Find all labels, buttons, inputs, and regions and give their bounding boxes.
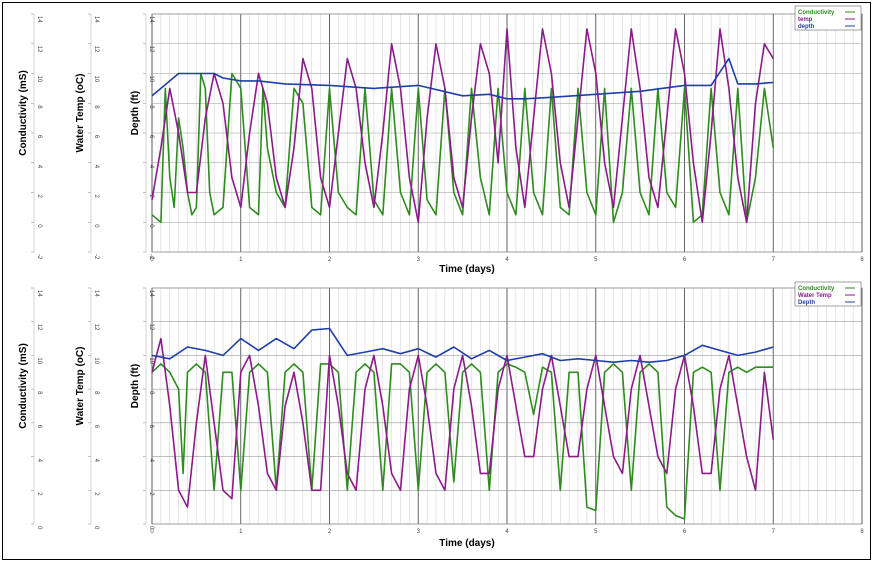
x-tick-label: 4 (505, 257, 509, 263)
y-axis-title: Conductivity (mS) (18, 343, 29, 429)
x-tick-label: 2 (328, 529, 332, 535)
legend-entry: temp (798, 17, 813, 23)
y-tick-label: 2 (36, 492, 42, 496)
y-tick-label: 4 (148, 459, 154, 463)
x-axis-title: Time (days) (439, 264, 494, 275)
y-tick-label: 6 (148, 135, 154, 139)
y-tick-label: 12 (93, 324, 99, 331)
y-tick-label: -2 (36, 254, 42, 260)
y-axis-title: Depth (ft) (130, 91, 141, 135)
y-tick-label: 10 (93, 357, 99, 364)
y-tick-label: 10 (148, 357, 154, 364)
x-tick-label: 6 (683, 257, 687, 263)
x-tick-label: 5 (594, 257, 598, 263)
y-tick-label: 10 (36, 76, 42, 83)
legend-entry: Water Temp (798, 293, 832, 299)
y-axis-title: Water Temp (oC) (75, 74, 86, 153)
x-axis-title: Time (days) (439, 538, 494, 549)
x-tick-label: 3 (417, 257, 421, 263)
x-tick-label: 6 (683, 529, 687, 535)
y-axis-title: Depth (ft) (130, 364, 141, 408)
y-tick-label: 8 (36, 105, 42, 109)
series-line-conductivity (151, 363, 774, 520)
y-tick-label: -2 (148, 254, 154, 260)
y-tick-label: 12 (36, 46, 42, 53)
y-tick-label: 14 (148, 290, 154, 297)
x-tick-label: 4 (505, 529, 509, 535)
y-tick-label: 6 (148, 425, 154, 429)
y-tick-label: 12 (148, 324, 154, 331)
x-tick-label: 5 (594, 529, 598, 535)
y-tick-label: 2 (36, 195, 42, 199)
y-axis-title: Conductivity (mS) (18, 70, 29, 156)
y-tick-label: 0 (148, 224, 154, 228)
y-tick-label: 8 (36, 391, 42, 395)
y-tick-label: 0 (36, 526, 42, 530)
y-tick-label: 12 (93, 46, 99, 53)
y-tick-label: 4 (148, 165, 154, 169)
series-line-temp (151, 337, 775, 508)
y-tick-label: 14 (36, 16, 42, 23)
y-tick-label: 14 (93, 16, 99, 23)
y-tick-label: 0 (148, 526, 154, 530)
y-tick-label: 6 (36, 135, 42, 139)
y-axis-title: Water Temp (oC) (75, 347, 86, 426)
y-tick-label: 6 (93, 425, 99, 429)
y-tick-label: 8 (148, 391, 154, 395)
y-tick-label: 12 (36, 324, 42, 331)
y-tick-label: 12 (148, 46, 154, 53)
y-tick-label: 14 (36, 290, 42, 297)
y-tick-label: 2 (93, 492, 99, 496)
series-line-depth (151, 57, 774, 100)
x-tick-label: 0 (150, 529, 154, 535)
y-tick-label: 8 (148, 105, 154, 109)
y-tick-label: 2 (93, 195, 99, 199)
x-tick-label: 7 (772, 257, 776, 263)
y-tick-label: 8 (93, 105, 99, 109)
y-tick-label: 6 (36, 425, 42, 429)
x-tick-label: 1 (239, 257, 243, 263)
y-tick-label: 2 (148, 492, 154, 496)
x-tick-label: 7 (772, 529, 776, 535)
x-tick-label: 8 (860, 529, 864, 535)
x-tick-label: 3 (417, 529, 421, 535)
y-tick-label: 2 (148, 195, 154, 199)
y-tick-label: 14 (93, 290, 99, 297)
x-tick-label: 2 (328, 257, 332, 263)
y-tick-label: 14 (148, 16, 154, 23)
x-tick-label: 1 (239, 529, 243, 535)
y-tick-label: 10 (93, 76, 99, 83)
legend-box (794, 5, 862, 31)
y-tick-label: 10 (36, 357, 42, 364)
y-tick-label: 10 (148, 76, 154, 83)
y-tick-label: 0 (93, 224, 99, 228)
series-line-temp (151, 28, 774, 224)
legend-entry: Depth (798, 300, 815, 306)
series-line-conductivity (151, 72, 775, 224)
y-tick-label: 0 (36, 224, 42, 228)
x-tick-label: 8 (860, 257, 864, 263)
y-tick-label: 4 (36, 165, 42, 169)
y-tick-label: 4 (93, 165, 99, 169)
x-tick-label: 0 (150, 257, 154, 263)
y-tick-label: 4 (93, 459, 99, 463)
y-tick-label: 4 (36, 459, 42, 463)
legend-entry: Conductivity (798, 10, 835, 16)
legend-entry: depth (798, 24, 815, 30)
legend-entry: Conductivity (798, 286, 835, 292)
y-tick-label: -2 (93, 254, 99, 260)
y-tick-label: 8 (93, 391, 99, 395)
y-tick-label: 0 (93, 526, 99, 530)
series-line-depth (151, 327, 774, 364)
y-tick-label: 6 (93, 135, 99, 139)
